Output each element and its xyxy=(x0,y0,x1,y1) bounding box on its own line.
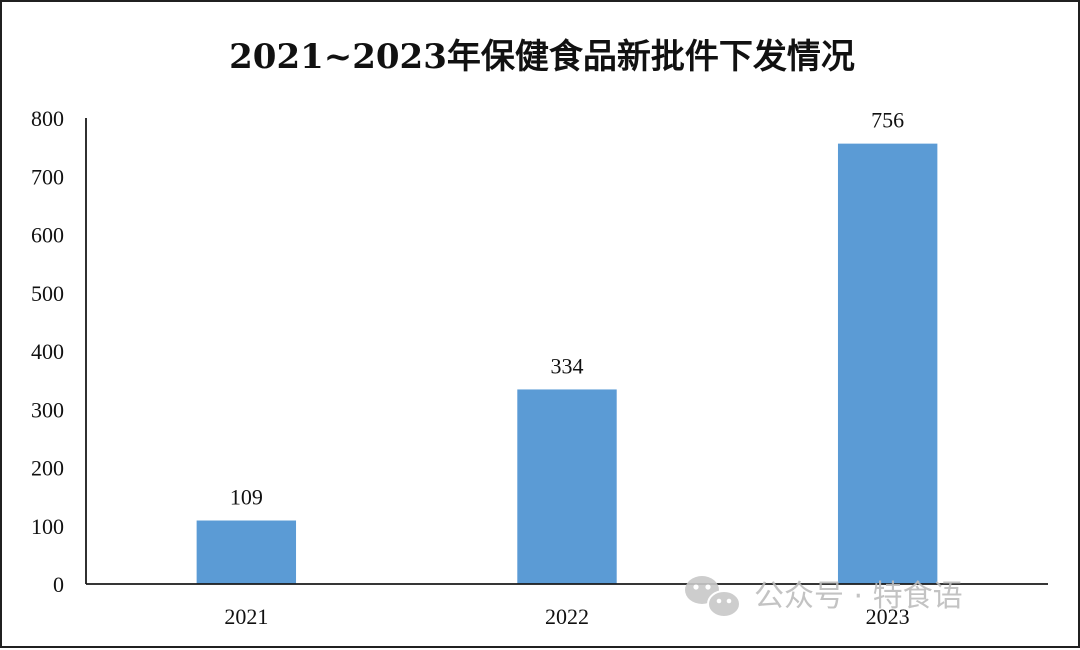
chart-title: 2021~2023年保健食品新批件下发情况 xyxy=(229,37,855,77)
x-tick-label: 2023 xyxy=(866,604,910,629)
data-label-2021: 109 xyxy=(230,485,263,510)
y-tick-label: 300 xyxy=(31,397,64,422)
data-label-2023: 756 xyxy=(871,108,904,133)
y-tick-label: 500 xyxy=(31,281,64,306)
watermark: 公众号 · 特食语 xyxy=(685,576,963,618)
bar-2021 xyxy=(196,520,297,584)
bar-2022 xyxy=(517,389,617,584)
wechat-icon xyxy=(685,576,741,618)
y-tick-label: 400 xyxy=(31,339,64,364)
y-tick-label: 700 xyxy=(31,164,64,189)
y-tick-label: 0 xyxy=(53,572,64,597)
y-tick-label: 200 xyxy=(31,456,64,481)
y-tick-label: 800 xyxy=(31,106,64,131)
y-tick-label: 600 xyxy=(31,223,64,248)
y-axis-ticks: 0 100 200 300 400 500 600 700 800 xyxy=(31,106,64,597)
x-axis-ticks: 2021 2022 2023 xyxy=(224,604,909,629)
bar-2023 xyxy=(837,143,938,584)
data-label-2022: 334 xyxy=(551,353,584,378)
y-tick-label: 100 xyxy=(31,514,64,539)
bars-group xyxy=(196,143,938,584)
data-labels-group: 109 334 756 xyxy=(230,108,904,510)
watermark-text: 公众号 · 特食语 xyxy=(754,579,963,614)
x-tick-label: 2022 xyxy=(545,604,589,629)
x-tick-label: 2021 xyxy=(224,604,268,629)
